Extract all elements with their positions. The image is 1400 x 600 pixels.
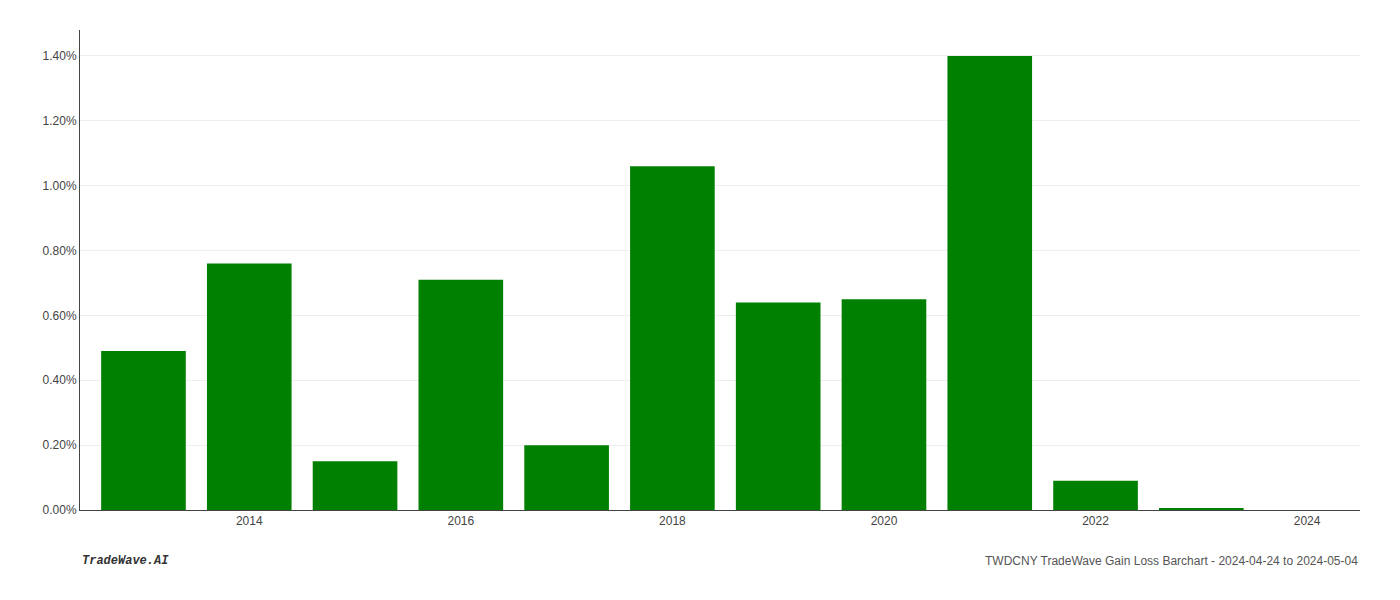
svg-text:2024: 2024: [1294, 514, 1321, 528]
svg-text:2016: 2016: [447, 514, 474, 528]
svg-text:2020: 2020: [871, 514, 898, 528]
svg-text:2022: 2022: [1082, 514, 1109, 528]
svg-text:2018: 2018: [659, 514, 686, 528]
svg-text:0.00%: 0.00%: [43, 503, 77, 517]
svg-text:1.20%: 1.20%: [43, 114, 77, 128]
svg-text:1.40%: 1.40%: [43, 49, 77, 63]
svg-text:TWDCNY TradeWave Gain Loss Bar: TWDCNY TradeWave Gain Loss Barchart - 20…: [985, 554, 1358, 568]
svg-text:0.40%: 0.40%: [43, 373, 77, 387]
svg-text:0.20%: 0.20%: [43, 438, 77, 452]
svg-text:TradeWave.AI: TradeWave.AI: [82, 554, 169, 568]
svg-text:0.60%: 0.60%: [43, 309, 77, 323]
svg-text:2014: 2014: [236, 514, 263, 528]
svg-text:1.00%: 1.00%: [43, 179, 77, 193]
svg-text:0.80%: 0.80%: [43, 244, 77, 258]
